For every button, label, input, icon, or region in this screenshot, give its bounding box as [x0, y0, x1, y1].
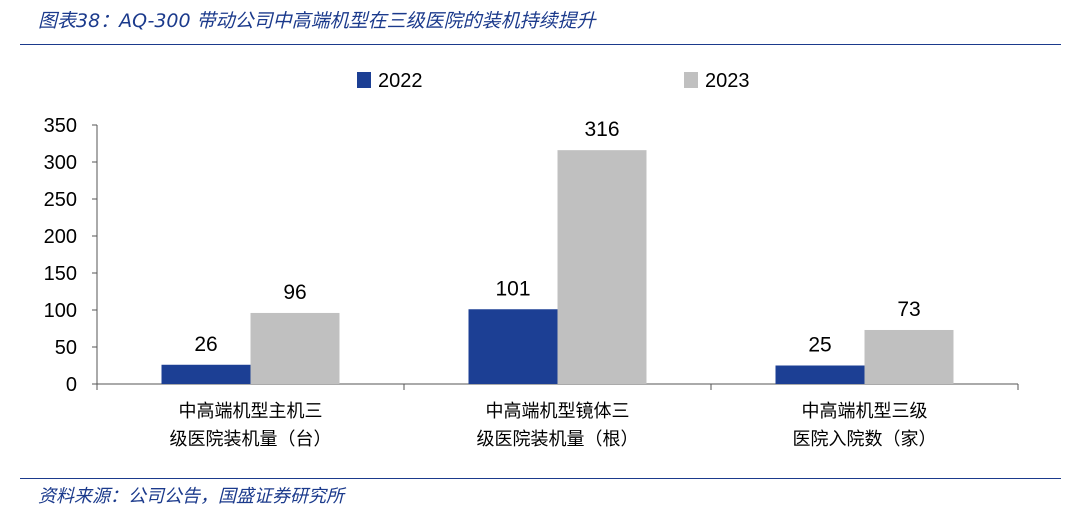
category-label: 医院入院数（家）	[793, 429, 937, 450]
bar-2022	[468, 309, 558, 384]
bar-2022	[161, 364, 251, 384]
y-tick-label: 100	[44, 300, 77, 322]
y-tick-label: 150	[44, 263, 77, 285]
data-label-2023: 316	[584, 118, 619, 141]
data-label-2022: 25	[808, 334, 831, 357]
legend-swatch-2023	[684, 72, 698, 88]
y-tick-label: 50	[55, 337, 77, 359]
source-note: 资料来源：公司公告，国盛证券研究所	[38, 486, 344, 507]
legend-swatch-2022	[357, 72, 371, 88]
figure-title: 图表38：AQ-300 带动公司中高端机型在三级医院的装机持续提升	[38, 10, 596, 32]
legend-label-2022: 2022	[378, 70, 423, 92]
y-tick-label: 200	[44, 226, 77, 248]
bar-chart: 0501001502002503003502696中高端机型主机三级医院装机量（…	[44, 70, 1019, 450]
data-label-2022: 26	[194, 333, 217, 356]
category-label: 级医院装机量（根）	[477, 429, 639, 450]
data-label-2023: 73	[897, 298, 920, 321]
bar-2023	[250, 312, 340, 384]
legend-label-2023: 2023	[705, 70, 750, 92]
bar-2022	[775, 365, 865, 384]
source-rule	[20, 478, 1061, 479]
category-label: 中高端机型镜体三	[486, 401, 630, 422]
y-tick-label: 350	[44, 115, 77, 137]
y-tick-label: 300	[44, 152, 77, 174]
category-label: 级医院装机量（台）	[170, 429, 332, 450]
bar-2023	[557, 150, 647, 384]
title-rule	[20, 44, 1061, 45]
y-tick-label: 250	[44, 189, 77, 211]
category-label: 中高端机型三级	[802, 401, 928, 422]
data-label-2022: 101	[495, 277, 530, 300]
category-label: 中高端机型主机三	[179, 401, 323, 422]
y-tick-label: 0	[66, 374, 77, 396]
bar-2023	[864, 329, 954, 384]
data-label-2023: 96	[283, 281, 306, 304]
